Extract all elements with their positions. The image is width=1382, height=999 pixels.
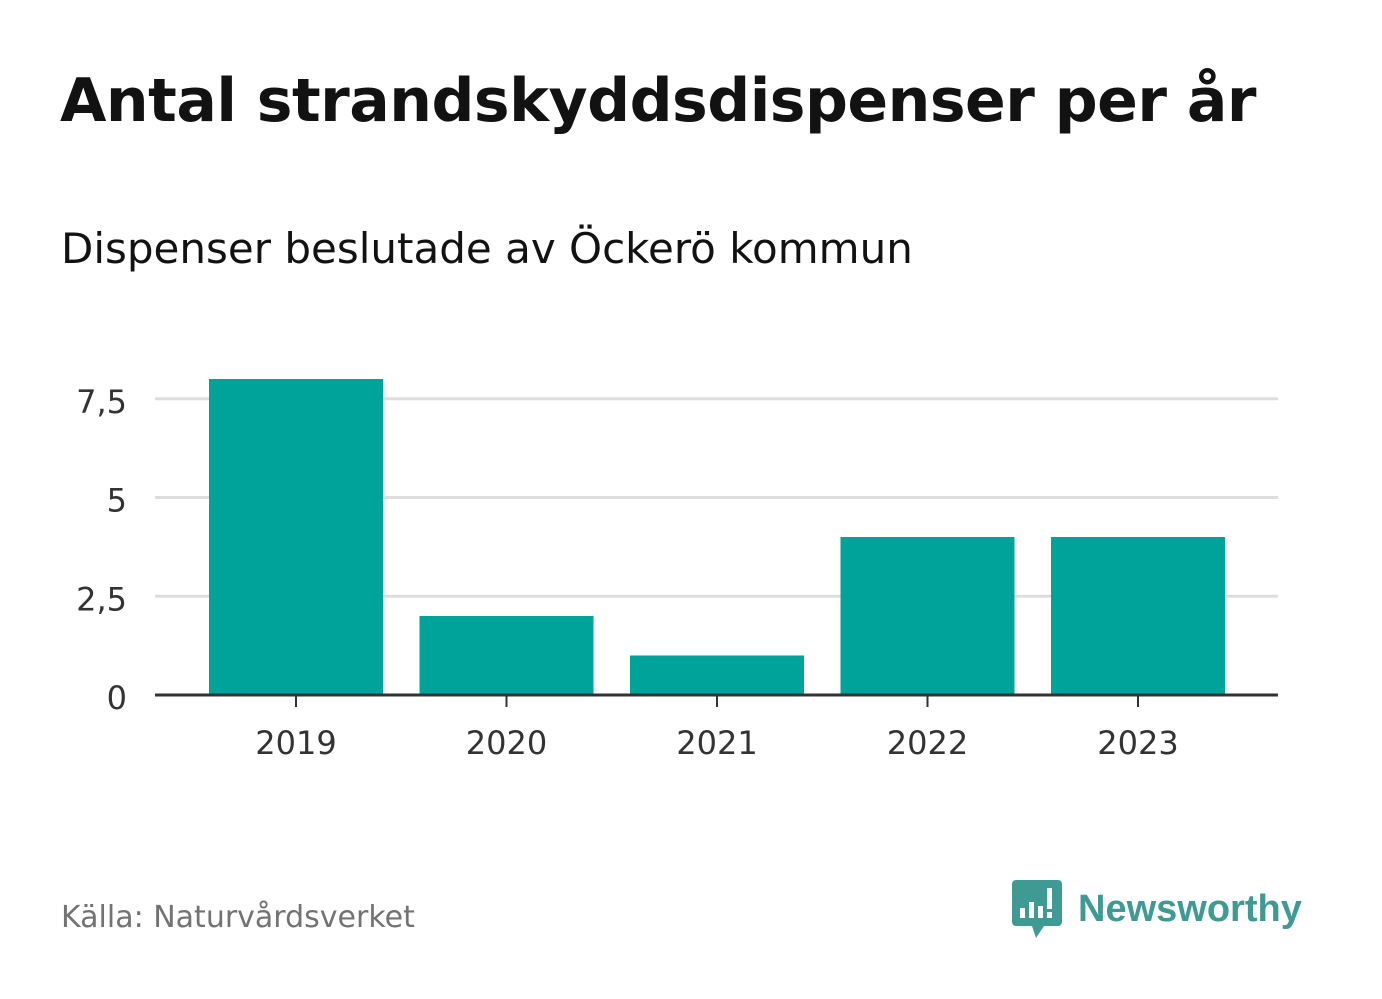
logo-bar-1 (1020, 908, 1025, 918)
bar-2022 (840, 537, 1015, 695)
source-note: Källa: Naturvårdsverket (61, 900, 415, 935)
x-tick-label: 2020 (466, 724, 547, 762)
bar-2023 (1051, 537, 1225, 695)
x-tick-label: 2023 (1097, 724, 1178, 762)
x-tick-label: 2019 (255, 724, 336, 762)
y-tick-label: 7,5 (76, 383, 127, 421)
y-tick-label: 5 (107, 482, 127, 520)
y-tick-label: 2,5 (76, 580, 127, 618)
logo-bar-2 (1029, 902, 1034, 918)
brand-logo: Newsworthy (1012, 880, 1302, 938)
logo-bar-3 (1038, 906, 1043, 918)
logo-dot (1047, 912, 1052, 918)
chart-subtitle: Dispenser beslutade av Öckerö kommun (61, 224, 913, 273)
logo-bar-4 (1047, 888, 1052, 909)
newsworthy-logo-icon (1012, 880, 1062, 938)
logo-bubble-shape (1012, 880, 1062, 938)
y-tick-label: 0 (107, 679, 127, 717)
bar-2019 (209, 379, 383, 695)
chart-title: Antal strandskyddsdispenser per år (60, 66, 1256, 136)
bar-2021 (630, 655, 804, 695)
bar-2020 (419, 616, 594, 695)
x-tick-label: 2022 (887, 724, 968, 762)
x-tick-label: 2021 (676, 724, 757, 762)
brand-name: Newsworthy (1078, 887, 1302, 930)
